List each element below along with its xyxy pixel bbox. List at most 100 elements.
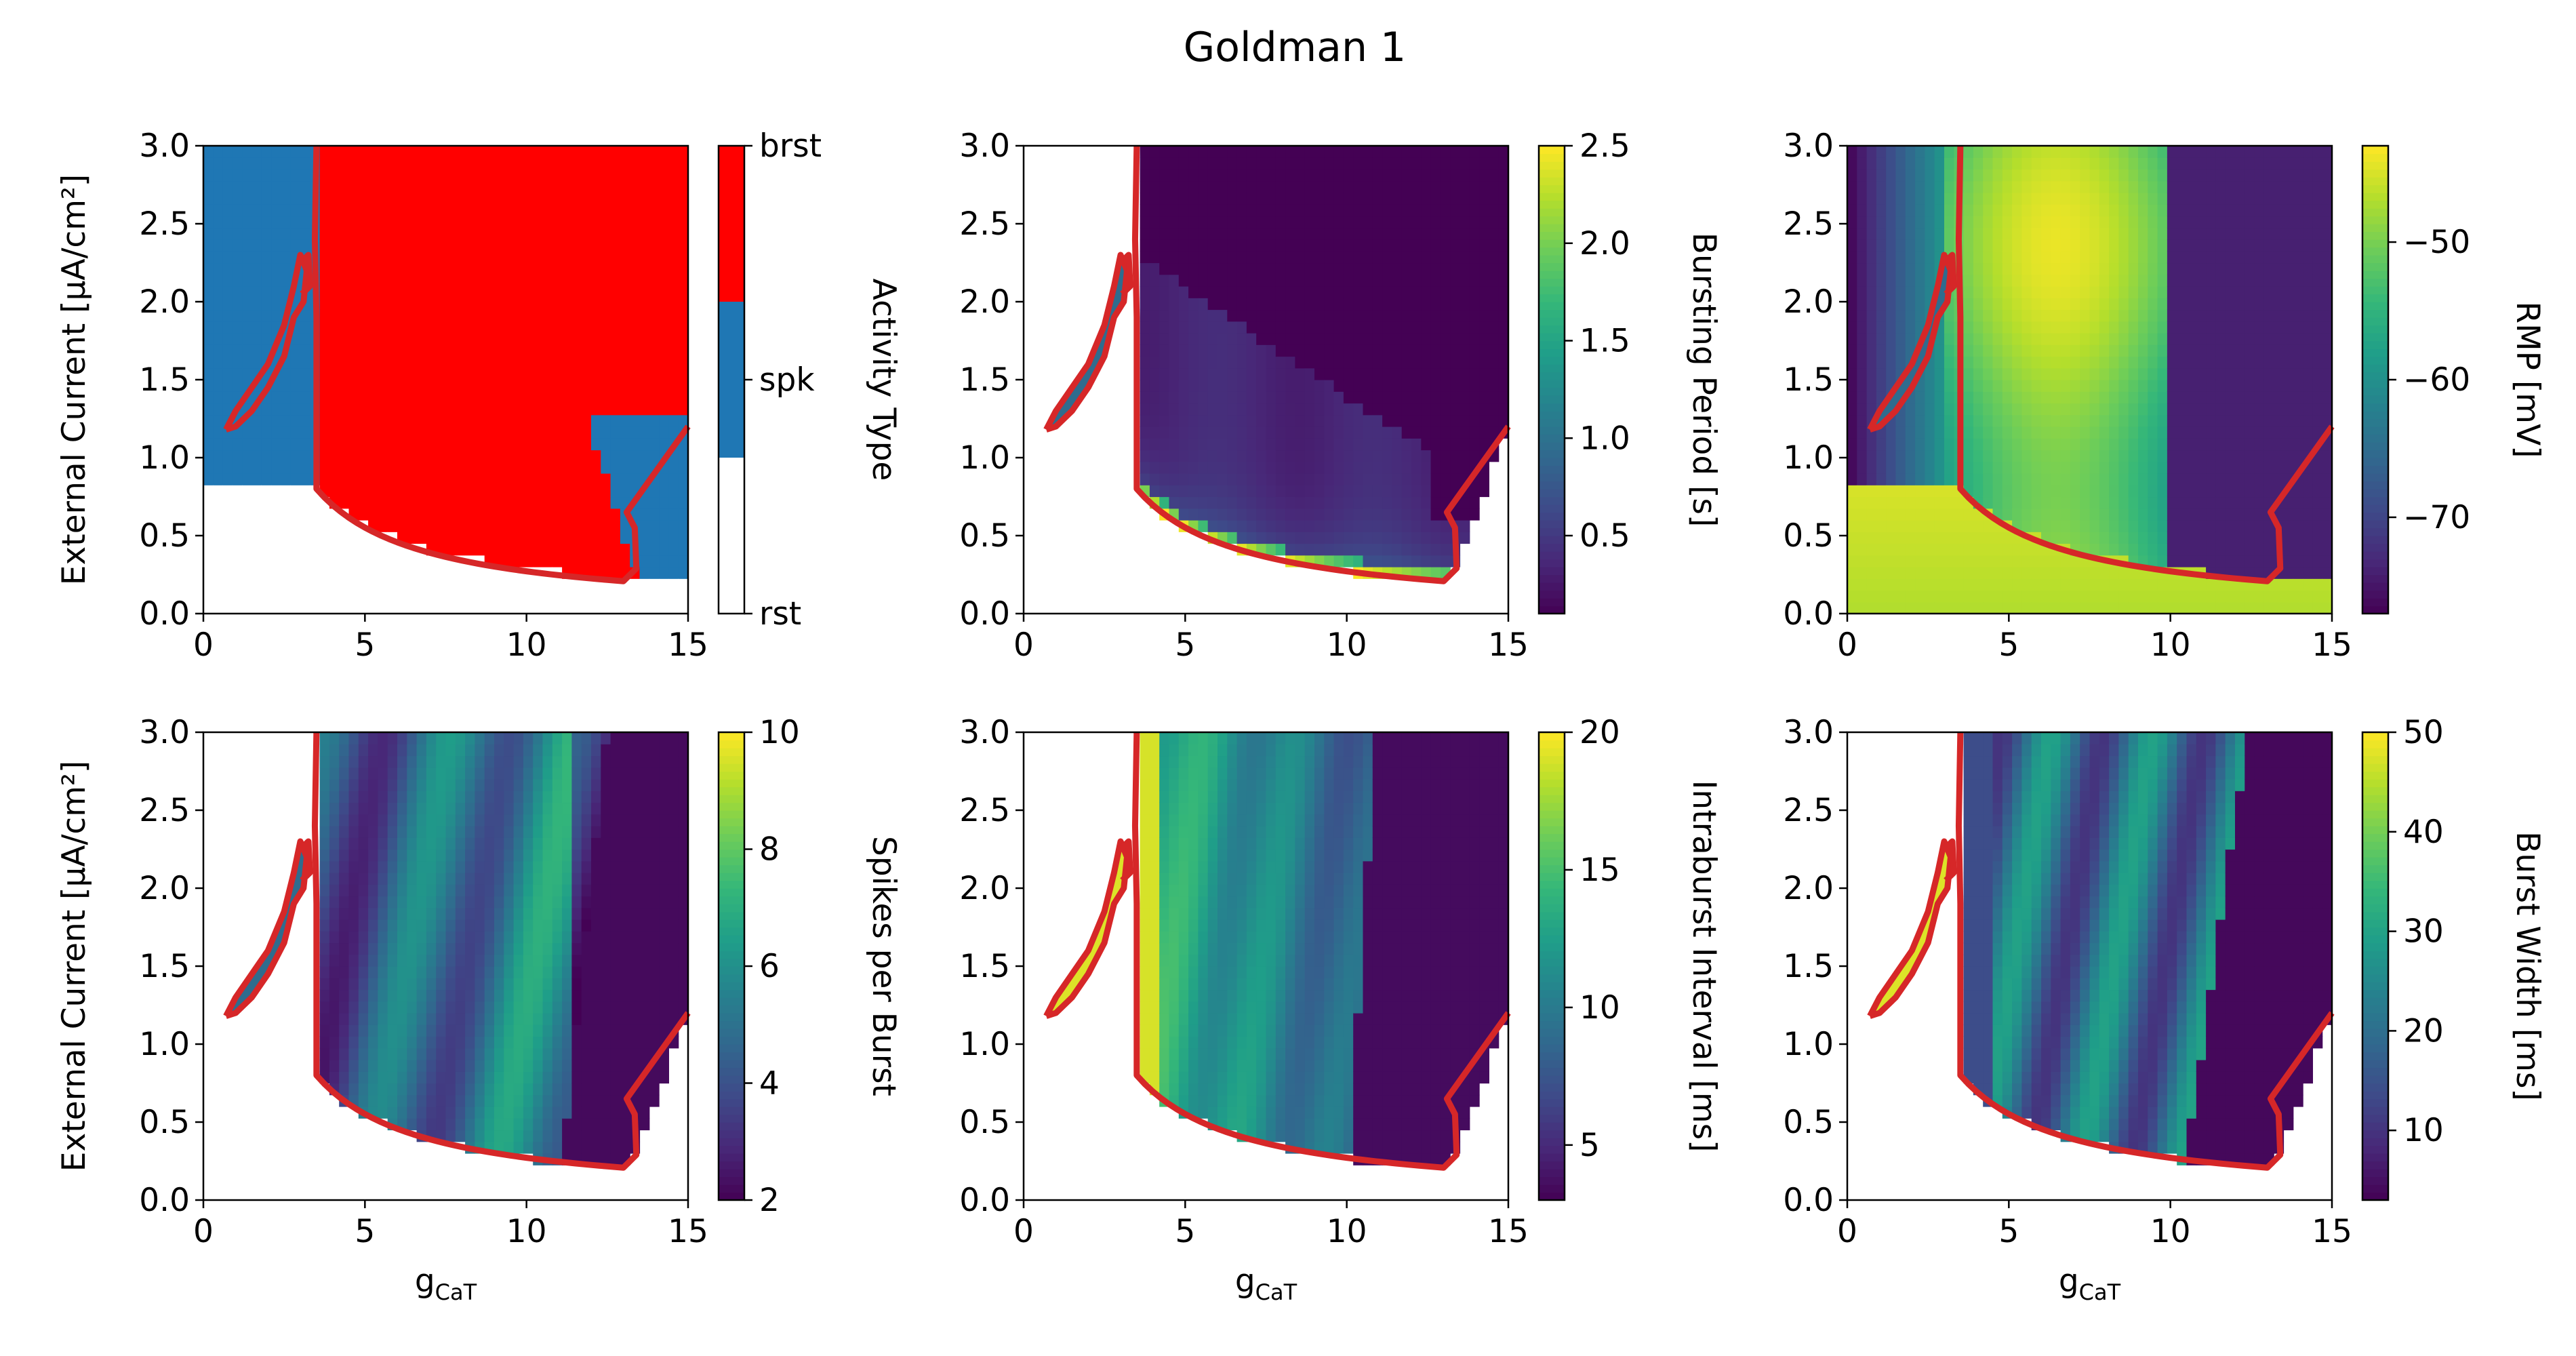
heatmap-cell: [1392, 344, 1403, 357]
heatmap-cell: [1275, 180, 1286, 193]
heatmap-cell: [2051, 333, 2061, 345]
heatmap-cell: [659, 344, 669, 357]
heatmap-cells: [1140, 146, 1509, 579]
heatmap-cell: [2109, 169, 2119, 182]
heatmap-cell: [2196, 601, 2207, 614]
heatmap-cell: [513, 344, 524, 357]
heatmap-cell: [630, 333, 641, 345]
heatmap-cell: [601, 367, 611, 380]
heatmap-cell: [571, 496, 582, 509]
heatmap-cell: [2099, 601, 2110, 614]
heatmap-cell: [1973, 450, 1984, 462]
heatmap-cell: [1314, 157, 1325, 170]
heatmap-cell: [620, 286, 630, 298]
heatmap-cell: [2080, 601, 2091, 614]
heatmap-cell: [319, 193, 330, 205]
heatmap-cell: [2060, 578, 2071, 591]
heatmap-cell: [2060, 321, 2071, 334]
heatmap-cell: [2109, 391, 2119, 404]
heatmap-cell: [1954, 543, 1965, 556]
heatmap-cell: [2138, 239, 2148, 252]
heatmap-cell: [1973, 367, 1984, 380]
heatmap-cell: [542, 426, 553, 439]
heatmap-cell: [668, 274, 679, 287]
heatmap-cell: [1401, 321, 1412, 334]
heatmap-cell: [436, 380, 447, 392]
heatmap-cell: [242, 286, 253, 298]
heatmap-cell: [1140, 204, 1150, 217]
heatmap-cell: [678, 309, 689, 322]
heatmap-cell: [339, 298, 350, 311]
colorbar-band: [1539, 442, 1565, 451]
heatmap-cell: [1246, 321, 1257, 334]
heatmap-cell: [300, 543, 310, 556]
heatmap-cell: [1353, 298, 1364, 311]
heatmap-cell: [475, 204, 485, 217]
heatmap-cell: [1440, 391, 1451, 404]
heatmap-cell: [358, 426, 369, 439]
heatmap-cell: [1353, 169, 1364, 182]
heatmap-cell: [1285, 321, 1295, 334]
heatmap-cell: [2138, 333, 2148, 345]
heatmap-cell: [290, 356, 301, 369]
heatmap-cell: [2196, 578, 2207, 591]
heatmap-cell: [2177, 239, 2188, 252]
heatmap-cell: [232, 601, 243, 614]
heatmap-cell: [2002, 485, 2013, 498]
heatmap-cell: [348, 286, 359, 298]
heatmap-cell: [1295, 321, 1306, 334]
heatmap-cell: [213, 309, 224, 322]
heatmap-cell: [1469, 426, 1480, 439]
heatmap-cell: [591, 485, 601, 498]
heatmap-cell: [213, 251, 224, 264]
heatmap-cell: [1963, 520, 1974, 532]
heatmap-cell: [1450, 473, 1461, 485]
heatmap-cell: [1149, 473, 1160, 485]
heatmap-cell: [484, 298, 495, 311]
heatmap-cell: [2128, 367, 2139, 380]
heatmap-cell: [319, 508, 330, 521]
heatmap-cell: [1876, 496, 1887, 509]
heatmap-cell: [533, 321, 544, 334]
heatmap-cell: [639, 590, 650, 603]
heatmap-cell: [601, 380, 611, 392]
heatmap-cell: [1246, 450, 1257, 462]
heatmap-cell: [1866, 309, 1877, 322]
heatmap-cell: [416, 367, 427, 380]
heatmap-cell: [213, 286, 224, 298]
heatmap-cell: [1343, 262, 1354, 275]
heatmap-cell: [1857, 344, 1868, 357]
heatmap-cell: [1905, 169, 1916, 182]
heatmap-cell: [591, 520, 601, 532]
heatmap-cell: [475, 532, 485, 544]
heatmap-cell: [358, 216, 369, 228]
heatmap-cell: [1944, 414, 1954, 427]
heatmap-cell: [407, 367, 418, 380]
heatmap-cell: [1876, 298, 1887, 311]
heatmap-cell: [1401, 333, 1412, 345]
heatmap-cell: [1983, 485, 1994, 498]
heatmap-cell: [1925, 380, 1935, 392]
heatmap-cell: [378, 450, 388, 462]
heatmap-cell: [630, 321, 641, 334]
heatmap-cell: [1925, 262, 1935, 275]
heatmap-cell: [571, 520, 582, 532]
heatmap-cell: [1246, 532, 1257, 544]
heatmap-cell: [445, 274, 456, 287]
heatmap-cell: [368, 321, 378, 334]
colorbar-band: [1539, 605, 1565, 614]
heatmap-cell: [1925, 555, 1935, 567]
heatmap-cell: [1217, 157, 1228, 170]
heatmap-cell: [659, 146, 669, 158]
heatmap-cell: [2012, 239, 2022, 252]
heatmap-cell: [1430, 426, 1441, 439]
heatmap-cell: [436, 169, 447, 182]
heatmap-cell: [1275, 461, 1286, 474]
heatmap-cell: [1363, 251, 1373, 264]
heatmap-cell: [1304, 321, 1315, 334]
heatmap-cell: [232, 520, 243, 532]
heatmap-cell: [513, 180, 524, 193]
heatmap-cell: [1886, 274, 1897, 287]
heatmap-cell: [1275, 450, 1286, 462]
heatmap-cell: [319, 309, 330, 322]
